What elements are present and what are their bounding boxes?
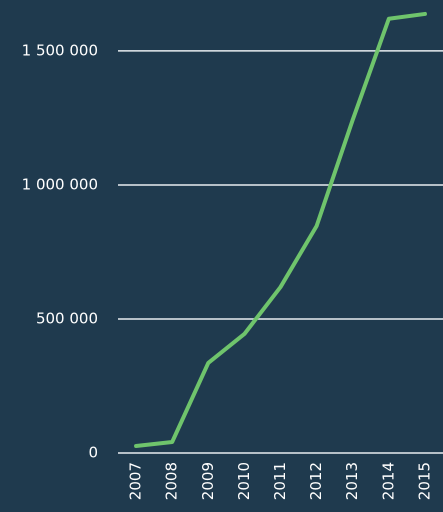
x-tick-label: 2009 [199,462,217,500]
x-tick-label: 2014 [379,462,397,500]
x-tick-label: 2015 [415,462,433,500]
y-tick-label: 500 000 [36,309,98,327]
y-tick-label: 1 500 000 [22,41,98,59]
y-tick-label: 1 000 000 [22,175,98,193]
data-line [134,11,427,449]
x-tick-label: 2012 [307,462,325,500]
x-tick-label: 2011 [271,462,289,500]
x-tick-label: 2007 [127,462,145,500]
x-tick-label: 2010 [235,462,253,500]
x-tick-label: 2008 [163,462,181,500]
x-tick-label: 2013 [343,462,361,500]
y-tick-label: 0 [88,444,98,462]
